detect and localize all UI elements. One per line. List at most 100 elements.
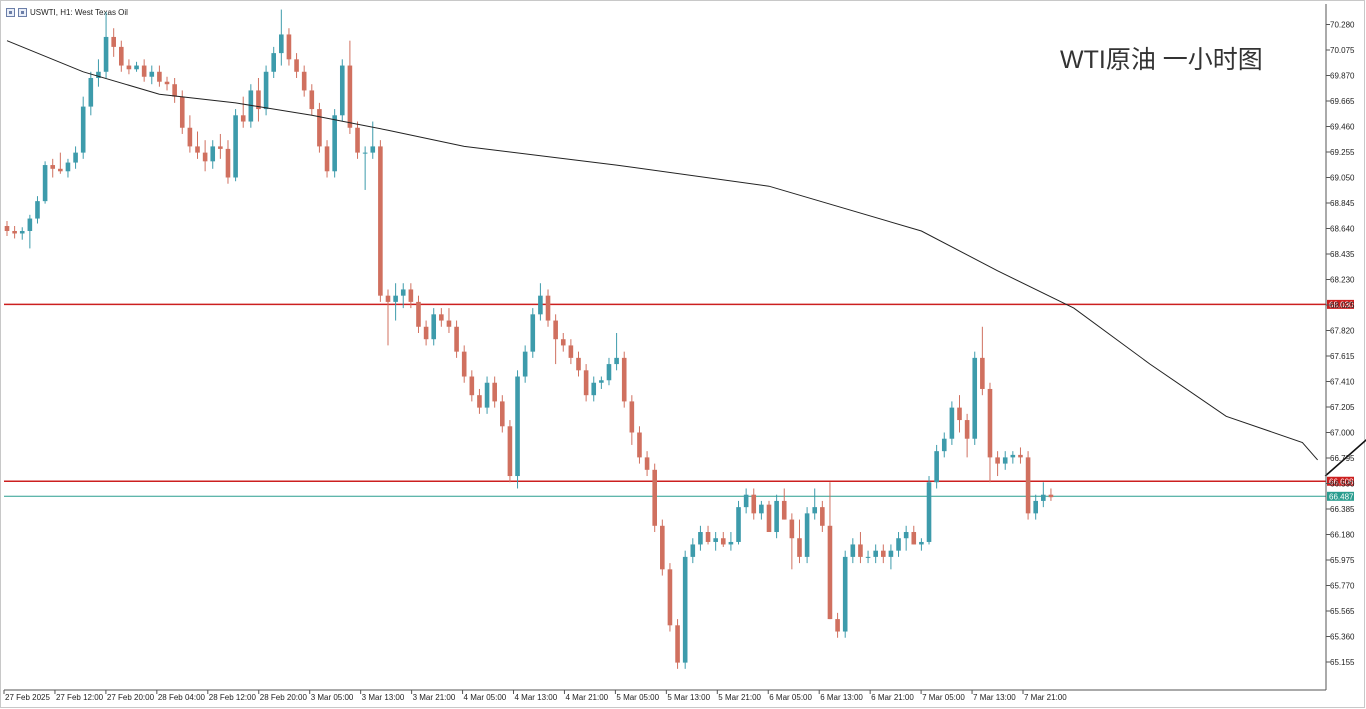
candle-body	[720, 538, 726, 545]
candle-body	[560, 339, 566, 346]
candle-body	[766, 504, 772, 533]
price-axis: 70.280 70.075 69.870 69.665 69.460 69.255 69.0…	[1325, 4, 1355, 690]
y-tick-label: 68.640	[1330, 225, 1355, 234]
moving-average	[6, 40, 1318, 461]
candle-body	[919, 541, 924, 545]
candle-body	[332, 115, 337, 172]
x-tick-label: 27 Feb 12:00	[56, 693, 104, 702]
x-tick-label: 28 Feb 04:00	[158, 693, 206, 702]
chart-menu-icon[interactable]	[6, 7, 15, 17]
candle-body	[1010, 454, 1016, 458]
level-price-label: 66.487	[1329, 492, 1354, 501]
y-tick-label: 67.000	[1330, 429, 1355, 438]
candle-body	[210, 146, 216, 162]
candle-body	[439, 314, 444, 321]
candle-body	[667, 569, 673, 626]
candle-body	[103, 36, 109, 72]
candle-body	[12, 230, 17, 234]
candle-body	[339, 65, 345, 116]
level-price-box	[1327, 299, 1354, 309]
candle-body	[35, 201, 40, 219]
ma-line	[6, 40, 1318, 461]
candle-body	[629, 401, 635, 433]
candle-body	[500, 401, 505, 427]
candle-body	[355, 127, 360, 153]
y-tick-label: 66.180	[1330, 531, 1355, 540]
annotation-arrow	[1324, 438, 1366, 477]
candle-body	[530, 314, 536, 352]
candles	[4, 9, 1054, 669]
candle-body	[941, 438, 947, 452]
candle-body	[218, 146, 223, 149]
candle-body	[149, 71, 155, 77]
candle-body	[1048, 494, 1054, 498]
candle-body	[187, 127, 193, 147]
candle-body	[583, 370, 589, 396]
candle-body	[507, 426, 513, 477]
y-tick-label: 66.590	[1330, 480, 1355, 489]
candle-body	[675, 625, 680, 663]
candle-body	[972, 357, 978, 439]
y-tick-label: 65.975	[1330, 556, 1355, 565]
candle-body	[888, 550, 894, 557]
candle-body	[400, 289, 406, 296]
candle-body	[660, 525, 665, 570]
candle-body	[431, 314, 437, 340]
y-tick-label: 67.410	[1330, 378, 1355, 387]
x-tick-label: 27 Feb 2025	[5, 693, 50, 702]
candle-body	[637, 432, 642, 458]
horizontal-levels: 68.030 66.608 66.487	[4, 299, 1354, 501]
candle-body	[751, 494, 757, 514]
candle-body	[233, 115, 238, 178]
level-price-label: 68.030	[1329, 300, 1354, 309]
x-tick-label: 5 Mar 05:00	[616, 693, 659, 702]
candle-body	[317, 109, 322, 147]
candle-body	[759, 504, 764, 514]
candle-body	[987, 388, 993, 458]
candle-body	[461, 351, 467, 377]
candle-body	[347, 65, 353, 128]
candle-body	[736, 507, 741, 542]
candle-body	[652, 469, 657, 526]
candle-body	[682, 556, 688, 663]
x-tick-label: 5 Mar 13:00	[667, 693, 710, 702]
x-tick-label: 28 Feb 20:00	[260, 693, 308, 702]
candle-body	[309, 90, 315, 110]
candle-body	[248, 90, 254, 122]
x-tick-label: 3 Mar 13:00	[362, 693, 405, 702]
candle-body	[4, 226, 10, 231]
candle-body	[27, 218, 33, 231]
candle-body	[446, 320, 452, 327]
candle-body	[850, 544, 856, 557]
candle-body	[812, 507, 818, 514]
x-tick-label: 4 Mar 05:00	[464, 693, 507, 702]
y-tick-label: 67.615	[1330, 352, 1355, 361]
candle-body	[126, 65, 132, 70]
candle-body	[797, 538, 802, 557]
candle-body	[225, 148, 231, 178]
candle-body	[606, 364, 612, 381]
level-price-label: 66.608	[1329, 477, 1354, 486]
chart-type-icon[interactable]	[18, 7, 27, 17]
time-axis: 27 Feb 2025 27 Feb 12:00 27 Feb 20:00 28 Fe…	[3, 689, 1326, 702]
y-tick-label: 68.845	[1330, 199, 1355, 208]
candle-body	[858, 544, 863, 557]
candle-body	[393, 295, 398, 302]
y-tick-label: 65.360	[1330, 633, 1355, 642]
candle-body	[378, 146, 383, 296]
candle-body	[621, 357, 627, 402]
candle-body	[477, 395, 482, 408]
candle-body	[279, 34, 284, 54]
candle-body	[1018, 454, 1023, 458]
candle-body	[903, 532, 909, 539]
candle-body	[469, 376, 475, 396]
candle-body	[576, 357, 581, 371]
candle-body	[774, 500, 779, 533]
level-price-box	[1327, 491, 1354, 501]
candle-body	[515, 376, 520, 477]
candle-body	[202, 152, 208, 162]
candle-body	[980, 357, 985, 389]
candle-body	[454, 326, 459, 352]
y-tick-label: 65.770	[1330, 582, 1355, 591]
